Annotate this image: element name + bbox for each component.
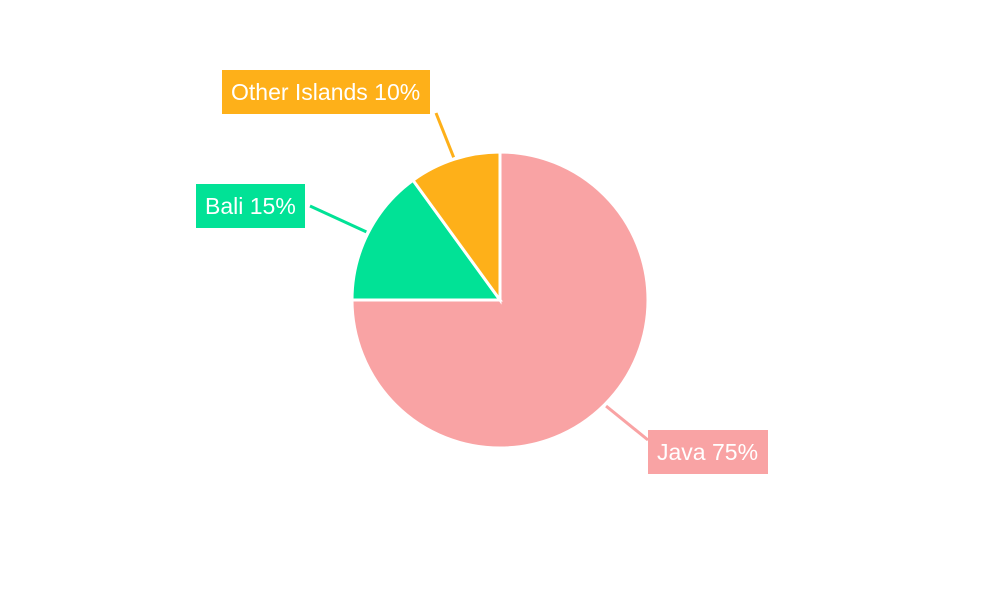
slice-label-text-other-islands: Other Islands 10% xyxy=(231,79,420,105)
leader-line-java xyxy=(605,404,649,442)
slice-label-percent: 15% xyxy=(243,193,295,219)
leader-line-other-islands xyxy=(434,112,456,158)
leader-line-bali xyxy=(309,204,367,234)
slice-label-other-islands: Other Islands 10% xyxy=(222,70,430,114)
slice-label-text-bali: Bali 15% xyxy=(205,193,296,219)
pie-slice-other-islands[interactable] xyxy=(410,150,502,305)
slice-label-name: Other Islands xyxy=(231,79,368,105)
slice-label-java: Java 75% xyxy=(648,430,768,474)
slice-label-box xyxy=(648,430,768,474)
slice-label-percent: 75% xyxy=(706,439,758,465)
slices-layer xyxy=(350,150,650,450)
slice-label-bali: Bali 15% xyxy=(196,184,305,228)
leader-lines-layer xyxy=(309,112,649,442)
pie-slice-bali[interactable] xyxy=(350,178,503,302)
slice-label-percent: 10% xyxy=(368,79,420,105)
slice-label-name: Java xyxy=(657,439,706,465)
slice-label-name: Bali xyxy=(205,193,243,219)
labels-layer: Java 75% Bali 15% Other Islands 10% xyxy=(196,70,768,474)
slice-label-text-java: Java 75% xyxy=(657,439,758,465)
slice-label-box xyxy=(196,184,305,228)
slice-label-box xyxy=(222,70,430,114)
